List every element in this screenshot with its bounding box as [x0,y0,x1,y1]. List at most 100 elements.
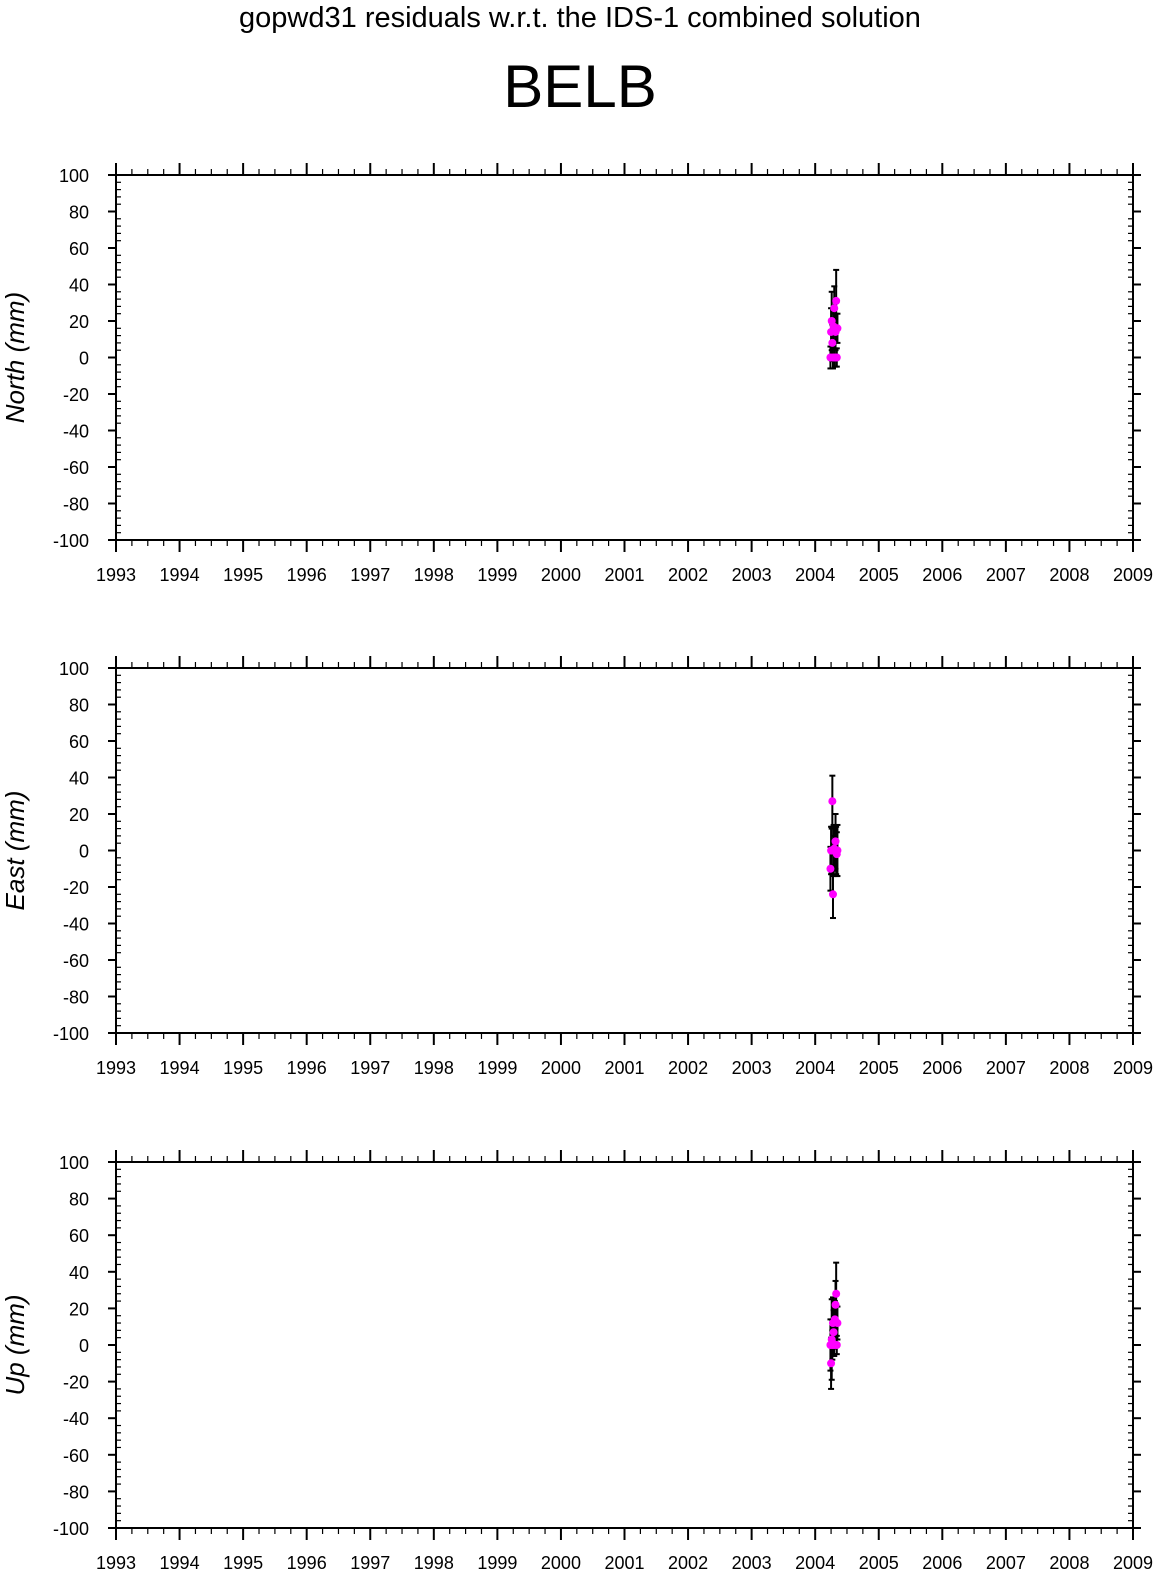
x-tick-label: 1993 [96,1553,136,1573]
y-tick-label: -60 [63,1446,89,1466]
x-tick-label: 1998 [414,1058,454,1078]
x-tick-label: 1998 [414,565,454,585]
x-tick-label: 2009 [1113,1553,1153,1573]
y-tick-label: -100 [53,531,89,551]
x-tick-label: 1996 [287,1058,327,1078]
data-point [830,304,839,313]
y-tick-label: 40 [69,1263,89,1283]
x-tick-label: 1995 [223,1553,263,1573]
data-point [827,1359,836,1368]
x-tick-label: 2003 [732,565,772,585]
x-tick-label: 1999 [477,1058,517,1078]
x-tick-label: 2001 [604,1058,644,1078]
y-tick-label: -60 [63,951,89,971]
x-tick-label: 2008 [1049,1553,1089,1573]
y-tick-label: 60 [69,239,89,259]
y-tick-label: -80 [63,1482,89,1502]
x-tick-label: 2004 [795,1058,835,1078]
y-tick-label: 0 [79,1336,89,1356]
page-title: gopwd31 residuals w.r.t. the IDS-1 combi… [239,2,921,34]
data-point [832,1341,841,1349]
x-tick-label: 1994 [160,1553,200,1573]
y-tick-label: -20 [63,878,89,898]
x-tick-label: 1995 [223,565,263,585]
y-tick-label: 80 [69,696,89,716]
y-tick-label: 80 [69,1190,89,1210]
station-name: BELB [503,53,657,120]
y-tick-label: -80 [63,988,89,1008]
y-axis-label: Up (mm) [0,1294,30,1395]
x-tick-label: 2001 [604,1553,644,1573]
x-tick-label: 2007 [986,565,1026,585]
data-point [829,1328,838,1337]
y-tick-label: -40 [63,1409,89,1429]
plot-frame [115,174,1134,541]
x-tick-label: 2005 [859,1058,899,1078]
y-tick-label: 20 [69,312,89,332]
plot-frame [115,667,1134,1034]
x-tick-label: 2006 [922,565,962,585]
y-tick-label: 80 [69,203,89,223]
y-tick-label: 0 [79,842,89,862]
data-point [832,353,841,362]
x-tick-label: 2002 [668,565,708,585]
x-tick-label: 2004 [795,565,835,585]
data-point [833,846,842,855]
x-tick-label: 2008 [1049,1058,1089,1078]
x-tick-label: 2003 [732,1553,772,1573]
y-tick-label: 40 [69,769,89,789]
y-tick-label: 20 [69,805,89,825]
y-tick-label: -20 [63,1373,89,1393]
x-tick-label: 2007 [986,1058,1026,1078]
x-tick-label: 1993 [96,565,136,585]
chart-panel: 1993 1994 1995 1996 1997 1998 1999 2000 2001 2002… [0,163,1153,585]
y-axis-label: North (mm) [0,292,30,423]
x-tick-label: 2000 [541,1058,581,1078]
x-tick-label: 1995 [223,1058,263,1078]
x-tick-label: 1999 [477,565,517,585]
data-point [832,1289,841,1298]
x-tick-label: 2006 [922,1058,962,1078]
x-tick-label: 2002 [668,1553,708,1573]
y-tick-label: -80 [63,495,89,515]
y-tick-label: -100 [53,1519,89,1539]
y-axis-label: East (mm) [0,791,30,911]
plot-frame [115,1161,1134,1529]
x-tick-label: 2002 [668,1058,708,1078]
data-point [828,338,837,347]
x-tick-label: 2005 [859,1553,899,1573]
x-tick-label: 1998 [414,1553,454,1573]
x-tick-label: 1996 [287,565,327,585]
x-tick-label: 1997 [350,1058,390,1078]
x-tick-label: 1993 [96,1058,136,1078]
x-tick-label: 1999 [477,1553,517,1573]
x-tick-label: 1997 [350,1553,390,1573]
y-tick-label: 0 [79,349,89,369]
y-tick-label: 20 [69,1299,89,1319]
y-tick-label: -60 [63,458,89,478]
data-point [831,837,840,846]
x-tick-label: 2000 [541,565,581,585]
x-tick-label: 2009 [1113,1058,1153,1078]
y-tick-label: -40 [63,422,89,442]
chart-panel: 1993 1994 1995 1996 1997 1998 1999 2000 2001 2002… [0,1150,1153,1573]
x-tick-label: 2001 [604,565,644,585]
y-tick-label: 100 [59,1153,89,1173]
data-point [831,1300,840,1309]
data-point [832,296,841,305]
x-tick-label: 2007 [986,1553,1026,1573]
y-tick-label: 100 [59,166,89,186]
data-point [833,1319,842,1328]
y-tick-label: 60 [69,732,89,752]
x-tick-label: 2009 [1113,565,1153,585]
x-tick-label: 1994 [160,565,200,585]
x-tick-label: 2000 [541,1553,581,1573]
x-tick-label: 1994 [160,1058,200,1078]
data-point [828,797,837,806]
y-tick-label: -100 [53,1024,89,1044]
x-tick-label: 1996 [287,1553,327,1573]
y-tick-label: 40 [69,276,89,296]
x-tick-label: 1997 [350,565,390,585]
y-tick-label: 100 [59,659,89,679]
